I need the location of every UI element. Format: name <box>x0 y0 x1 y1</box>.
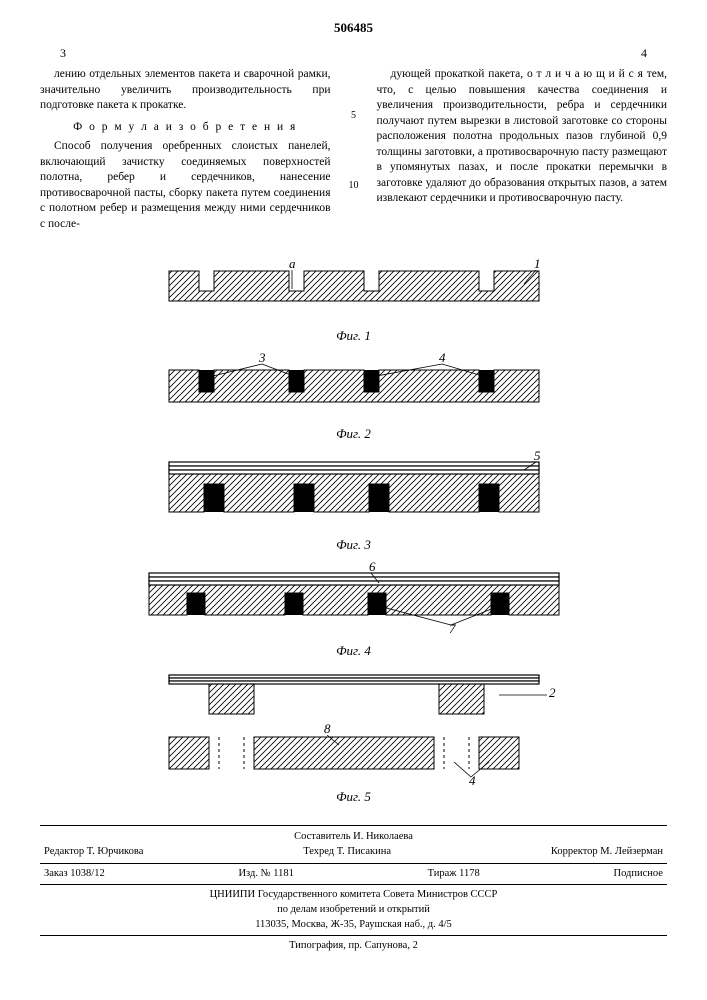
footer-typography: Типография, пр. Сапунова, 2 <box>40 939 667 954</box>
patent-number: 506485 <box>40 20 667 36</box>
figure-1: а 1 <box>139 256 569 326</box>
footer-tech: Техред Т. Писакина <box>303 845 391 860</box>
footer-meta-row: Заказ 1038/12 Изд. № 1181 Тираж 1178 Под… <box>40 867 667 886</box>
page-num-right: 4 <box>641 46 647 61</box>
figures-block: а 1 Фиг. 1 3 4 Фиг. 2 <box>139 256 569 805</box>
fig5-label: Фиг. 5 <box>139 789 569 805</box>
ref-1: 1 <box>534 256 541 271</box>
left-column: лению отдельных элементов пакета и сваро… <box>40 67 331 236</box>
footer-editor: Редактор Т. Юрчикова <box>44 845 143 860</box>
fig3-label: Фиг. 3 <box>139 537 569 553</box>
ref-3: 3 <box>258 352 266 365</box>
line-mark-5: 5 <box>347 109 361 123</box>
footer-compiler: Составитель И. Николаева <box>40 830 667 845</box>
text-columns: лению отдельных элементов пакета и сваро… <box>40 67 667 236</box>
ref-2: 2 <box>549 685 556 700</box>
right-column: дующей прокаткой пакета, о т л и ч а ю щ… <box>377 67 668 236</box>
figure-3: 5 <box>139 450 569 535</box>
footer-block: Составитель И. Николаева Редактор Т. Юрч… <box>40 825 667 954</box>
ref-4-a: 4 <box>439 352 446 365</box>
line-number-gutter: 5 10 <box>347 67 361 236</box>
footer-addr: 113035, Москва, Ж-35, Раушская наб., д. … <box>40 918 667 937</box>
footer-izd: Изд. № 1181 <box>238 867 293 882</box>
footer-corrector: Корректор М. Лейзерман <box>551 845 663 860</box>
footer-tirazh: Тираж 1178 <box>428 867 480 882</box>
line-mark-10: 10 <box>347 179 361 193</box>
fig1-label: Фиг. 1 <box>139 328 569 344</box>
ref-4-b: 4 <box>469 773 476 787</box>
ref-5: 5 <box>534 450 541 463</box>
ref-6: 6 <box>369 561 376 574</box>
left-para-2: Способ получения оребренных слоистых пан… <box>40 139 331 232</box>
footer-org1: ЦНИИПИ Государственного комитета Совета … <box>40 888 667 903</box>
page-numbers: 3 4 <box>40 46 667 61</box>
footer-credits-row: Редактор Т. Юрчикова Техред Т. Писакина … <box>40 845 667 864</box>
ref-a: а <box>289 256 296 271</box>
fig2-label: Фиг. 2 <box>139 426 569 442</box>
footer-order: Заказ 1038/12 <box>44 867 105 882</box>
right-para-1: дующей прокаткой пакета, о т л и ч а ю щ… <box>377 67 668 207</box>
left-para-1: лению отдельных элементов пакета и сваро… <box>40 67 331 114</box>
figure-5: 2 8 4 <box>139 667 569 787</box>
ref-8: 8 <box>324 721 331 736</box>
figure-4: 7 6 <box>139 561 569 641</box>
formula-title: Ф о р м у л а и з о б р е т е н и я <box>40 120 331 136</box>
page-num-left: 3 <box>60 46 66 61</box>
fig4-label: Фиг. 4 <box>139 643 569 659</box>
figure-2: 3 4 <box>139 352 569 424</box>
footer-sub: Подписное <box>614 867 663 882</box>
footer-org2: по делам изобретений и открытий <box>40 903 667 918</box>
